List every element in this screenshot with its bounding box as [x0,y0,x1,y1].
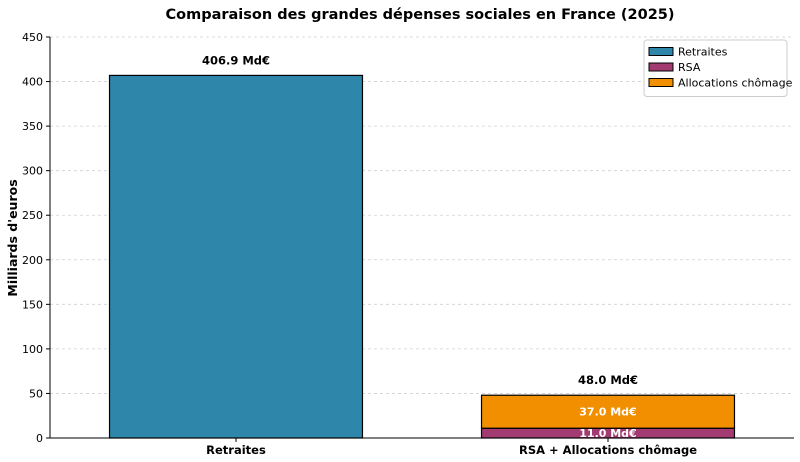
axes: 0 50 100 150 200 250 300 350 400 450 Retraites RSA … [22,31,794,457]
y-axis-label: Milliards d'euros [5,179,20,296]
legend-swatch [648,62,674,72]
y-tick-label: 150 [22,298,43,311]
y-tick-label: 400 [22,76,43,89]
legend: Retraites RSA Allocations chômage [643,39,793,97]
legend-label: RSA [678,61,701,74]
y-tick-label: 350 [22,120,43,133]
legend-label: Retraites [678,46,728,59]
x-tick-label: Retraites [206,443,266,457]
y-tick-label: 200 [22,254,43,267]
segment-value-label: 37.0 Md€ [579,406,636,419]
bars [108,74,736,439]
y-tick-label: 250 [22,209,43,222]
y-tick-label: 50 [29,387,43,400]
y-tick-label: 450 [22,31,43,44]
segment-value-label: 11.0 Md€ [579,427,636,440]
legend-swatch [648,78,674,87]
y-tick-label: 100 [22,343,43,356]
x-tick-label: RSA + Allocations chômage [519,443,697,457]
legend-label: Allocations chômage [678,77,793,90]
bar-allocations-ch-mage [480,394,736,429]
data-labels: 406.9 Md€ 48.0 Md€ 11.0 Md€ 37.0 Md€ [202,53,638,440]
chart-title: Comparaison des grandes dépenses sociale… [165,7,674,23]
bar-total-label: 406.9 Md€ [202,53,270,67]
y-tick-label: 300 [22,165,43,178]
bar-retraites [108,74,364,439]
legend-swatch [648,47,674,56]
bar-total-label: 48.0 Md€ [578,373,638,387]
legend-box [643,39,788,97]
y-tick-label: 0 [36,432,43,445]
